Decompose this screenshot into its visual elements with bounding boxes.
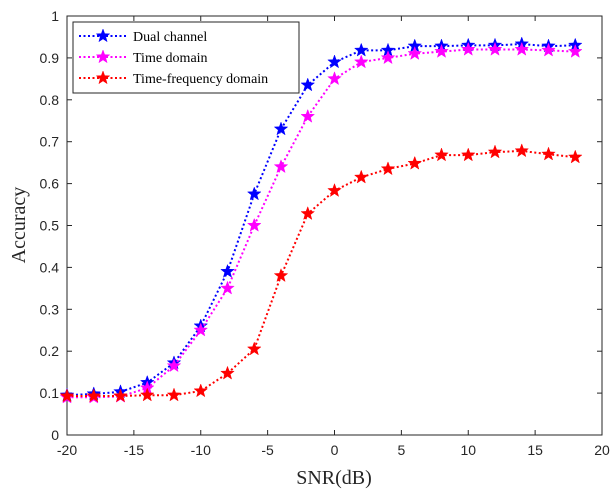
series-line-time-domain [67, 48, 576, 399]
data-point-star [193, 383, 209, 398]
data-point-star [327, 54, 342, 69]
data-point-star [353, 169, 369, 184]
series-line-dual-channel [66, 43, 576, 397]
data-point-star [166, 358, 182, 373]
data-point-star [460, 147, 476, 162]
data-point-star [139, 387, 155, 402]
x-tick-label: 20 [594, 442, 610, 458]
data-point-star [514, 143, 530, 158]
data-point-star [541, 146, 556, 161]
legend-star-marker [95, 28, 111, 43]
legend-label: Time-frequency domain [133, 72, 268, 87]
data-point-star [353, 42, 369, 57]
legend-item-time-frequency-domain: Time-frequency domain [79, 70, 268, 87]
x-tick-label: -10 [191, 442, 211, 458]
data-point-star [273, 159, 289, 174]
data-point-star [246, 341, 262, 356]
data-point-star [273, 121, 289, 136]
x-tick-label: 10 [460, 442, 476, 458]
data-point-star [300, 206, 316, 221]
legend-label: Time domain [133, 51, 208, 66]
series-layer [59, 36, 583, 404]
data-point-star [220, 263, 235, 278]
data-point-star [220, 280, 235, 295]
data-point-star [567, 43, 583, 58]
y-tick-label: 0.5 [40, 218, 60, 234]
data-point-star [300, 77, 316, 92]
y-tick-label: 0.7 [40, 134, 60, 150]
data-point-star [380, 161, 396, 176]
data-point-star [59, 388, 75, 403]
series-line-time-frequency-domain [67, 149, 576, 398]
data-point-star [407, 155, 423, 170]
data-point-star [86, 388, 102, 403]
y-tick-label: 0.6 [40, 176, 60, 192]
x-tick-label: -20 [57, 442, 77, 458]
x-tick-label: 15 [527, 442, 543, 458]
data-point-star [246, 186, 262, 201]
y-axis-label: Accuracy [8, 187, 30, 264]
y-tick-label: 0 [51, 427, 59, 443]
x-tick-label: 0 [331, 442, 339, 458]
data-point-star [434, 147, 449, 162]
y-tick-label: 0.9 [40, 50, 60, 66]
data-point-star [407, 45, 423, 60]
data-point-star [514, 41, 530, 56]
y-tick-label: 1 [51, 8, 59, 24]
y-tick-label: 0.1 [40, 385, 60, 401]
y-tick-label: 0.4 [40, 259, 60, 275]
data-point-star [327, 182, 342, 197]
x-axis: -20 -15 -10 -5 0 5 10 15 20 [57, 16, 610, 458]
x-tick-label: -5 [261, 442, 274, 458]
series-time-frequency-domain [59, 143, 583, 403]
x-tick-label: 5 [397, 442, 405, 458]
data-point-star [460, 41, 476, 56]
data-point-star [193, 322, 209, 337]
data-point-star [353, 54, 369, 69]
data-point-star [220, 365, 235, 380]
data-point-star [166, 387, 182, 402]
y-tick-label: 0.2 [40, 343, 60, 359]
data-point-star [380, 50, 396, 65]
data-point-star [567, 149, 583, 164]
data-point-star [246, 217, 262, 232]
legend-star-marker [95, 49, 111, 64]
x-axis-label: SNR(dB) [296, 467, 372, 489]
legend-star-marker [95, 70, 111, 85]
legend-item-dual-channel: Dual channel [79, 28, 207, 45]
data-point-star [113, 388, 128, 403]
data-point-star [300, 108, 316, 123]
x-tick-label: -15 [124, 442, 144, 458]
data-point-star [487, 41, 503, 56]
data-point-star [487, 144, 503, 159]
legend: Dual channel Time domain Time-frequency do… [72, 21, 300, 94]
legend-label: Dual channel [133, 30, 207, 45]
data-point-star [434, 43, 449, 58]
data-point-star [541, 42, 556, 57]
data-point-star [273, 268, 289, 283]
y-tick-label: 0.8 [40, 92, 60, 108]
legend-item-time-domain: Time domain [79, 49, 208, 66]
data-point-star [327, 71, 342, 86]
y-tick-label: 0.3 [40, 301, 60, 317]
y-axis: 0 0.1 0.2 0.3 0.4 0.5 0.6 0.7 0.8 0.9 1 [40, 8, 602, 443]
